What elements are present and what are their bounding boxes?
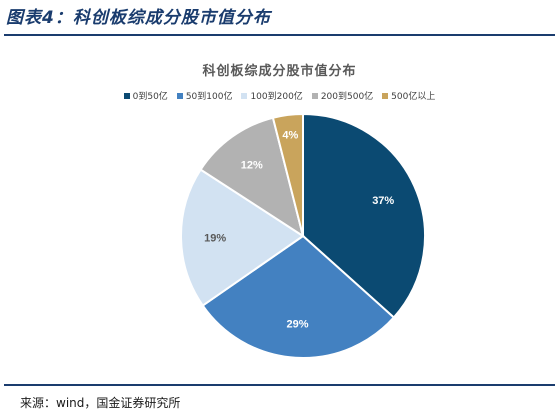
legend-swatch: [241, 92, 248, 99]
legend-label: 200到500亿: [320, 92, 374, 102]
legend-label: 100到200亿: [250, 92, 303, 102]
slice-label: 29%: [287, 319, 309, 331]
legend-item: 0到50亿: [123, 89, 168, 102]
pie-slice: [201, 234, 396, 359]
chart-legend: 0到50亿 50到100亿 100到200亿 200到500亿 500亿以上: [0, 89, 559, 102]
legend-swatch: [176, 92, 183, 99]
pie-slice: [180, 168, 305, 307]
figure-title: 图表4：科创板综成分股市值分布: [6, 8, 271, 28]
chart-title: 科创板综成分股市值分布: [202, 64, 357, 79]
slice-label: 4%: [282, 129, 298, 141]
legend-swatch: [123, 92, 130, 99]
legend-item: 500亿以上: [382, 89, 435, 102]
legend-swatch: [382, 92, 389, 99]
slice-label: 12%: [241, 160, 263, 172]
pie-slice: [199, 116, 305, 239]
slice-label: 37%: [372, 195, 394, 207]
pie-slice: [302, 112, 426, 319]
slice-label: 19%: [204, 232, 226, 244]
bottom-divider: [4, 384, 555, 386]
legend-item: 50到100亿: [176, 89, 233, 102]
legend-label: 0到50亿: [132, 92, 168, 102]
source-note: 来源：wind，国金证券研究所: [20, 396, 181, 410]
legend-item: 200到500亿: [311, 89, 374, 102]
top-divider: [4, 34, 555, 36]
legend-item: 100到200亿: [241, 89, 303, 102]
legend-swatch: [311, 92, 318, 99]
legend-label: 50到100亿: [185, 92, 233, 102]
pie-slice: [271, 112, 304, 237]
legend-label: 500亿以上: [391, 92, 436, 102]
